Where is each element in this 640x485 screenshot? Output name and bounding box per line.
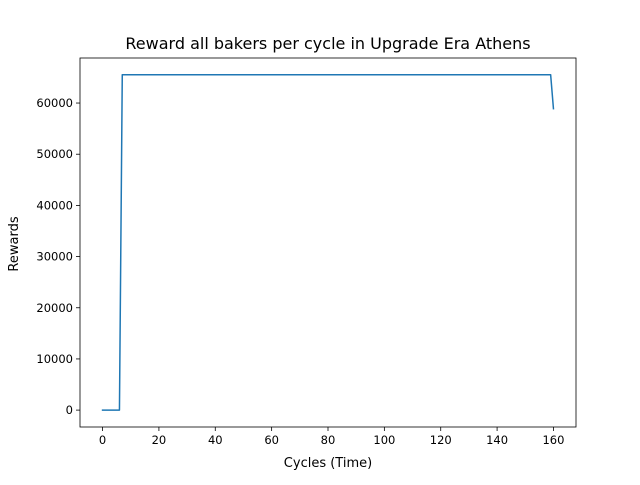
x-tick-label: 140 <box>486 433 508 447</box>
y-tick-label: 40000 <box>36 198 73 212</box>
x-tick-label: 40 <box>208 433 223 447</box>
x-axis-ticks: 0 20 40 60 80 100 120 140 160 <box>99 427 564 447</box>
x-tick-label: 120 <box>430 433 452 447</box>
y-tick-label: 20000 <box>36 301 73 315</box>
y-tick-label: 10000 <box>36 352 73 366</box>
y-tick-label: 30000 <box>36 250 73 264</box>
y-tick-label: 60000 <box>36 96 73 110</box>
x-tick-label: 100 <box>373 433 395 447</box>
x-tick-label: 160 <box>542 433 564 447</box>
y-tick-label: 50000 <box>36 147 73 161</box>
y-axis-label: Rewards <box>7 216 22 271</box>
y-axis-ticks: 0 10000 20000 30000 40000 50000 60000 <box>36 96 80 417</box>
series-layer <box>101 73 555 411</box>
x-tick-label: 80 <box>321 433 336 447</box>
series-line <box>101 73 555 411</box>
x-axis-label: Cycles (Time) <box>284 456 372 471</box>
y-tick-label: 0 <box>66 403 73 417</box>
x-tick-label: 20 <box>152 433 167 447</box>
axes-frame <box>79 57 577 428</box>
x-tick-label: 0 <box>99 433 106 447</box>
x-tick-label: 60 <box>264 433 279 447</box>
chart-title: Reward all bakers per cycle in Upgrade E… <box>125 34 530 53</box>
